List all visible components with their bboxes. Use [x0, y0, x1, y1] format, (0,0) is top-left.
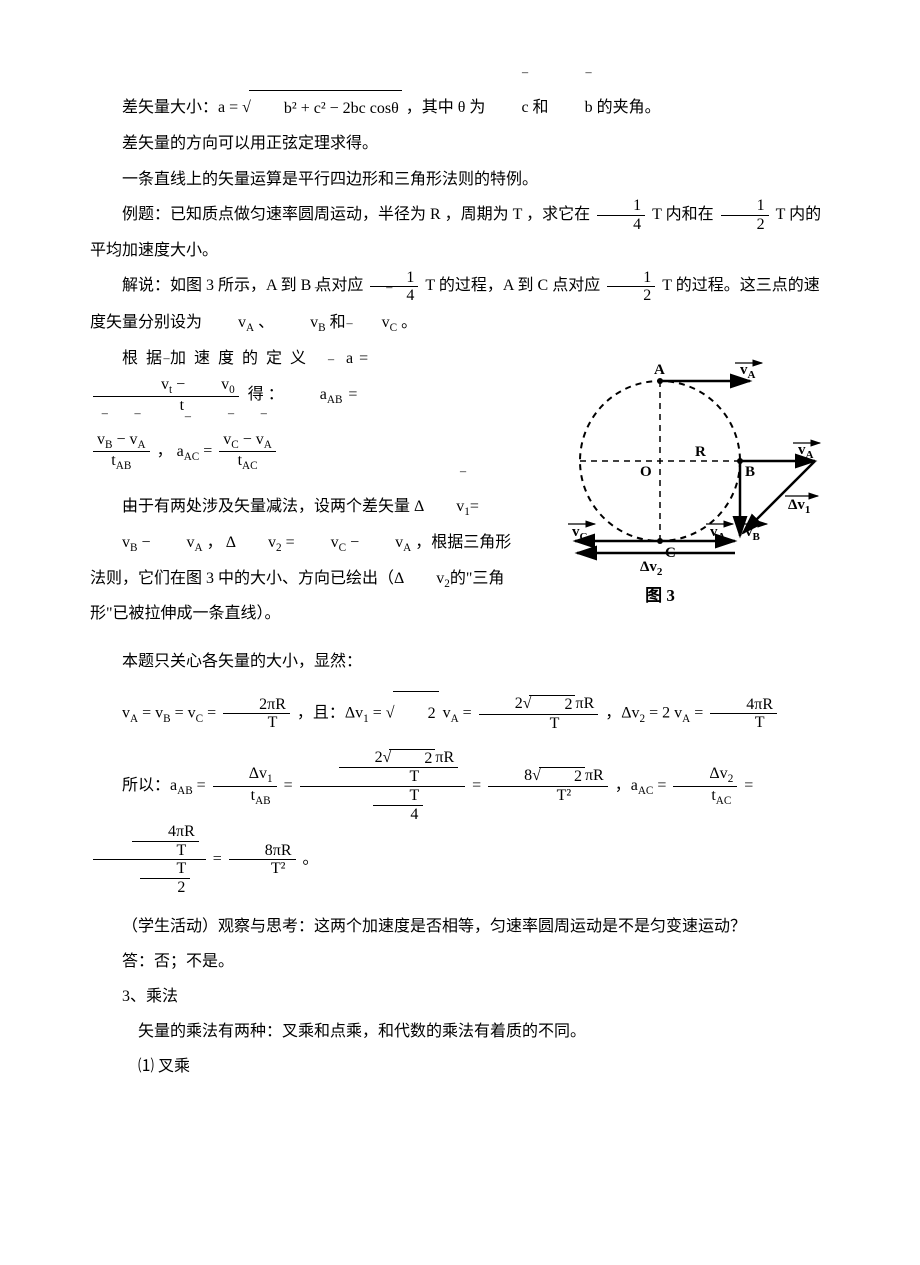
para-magnitudes: 本题只关心各矢量的大小，显然： [90, 644, 830, 679]
svg-text:vA: vA [740, 362, 756, 381]
text: 。 [401, 314, 417, 331]
eq-speeds: vA = vB = vC = 2πRT ，且：Δv1 = √2 vA = 2√2… [90, 691, 830, 737]
text: T 内和在 [652, 206, 714, 223]
text: 差矢量大小：a = [122, 99, 242, 116]
text: 例题：已知质点做匀速率圆周运动，半径为 R ，周期为 T ，求它在 [122, 206, 590, 223]
frac-aAC: vC − vA tAC [219, 431, 276, 473]
svg-text:O: O [640, 464, 652, 480]
text: = [359, 350, 368, 367]
para-activity: （学生活动）观察与思考：这两个加速度是否相等，匀速率圆周运动是不是匀变速运动？ [90, 909, 830, 944]
frac-aAB: vB − vA tAB [93, 431, 150, 473]
para-vector-diff-mag: 差矢量大小：a = √b² + c² − 2bc cosθ ，其中 θ 为 c … [90, 90, 830, 126]
frac-1-4: 14 [597, 197, 645, 233]
svg-text:vC: vC [572, 524, 588, 543]
svg-text:R: R [695, 444, 706, 460]
text: 根 据 加 速 度 的 定 义 [122, 350, 314, 367]
text: ，其中 θ 为 [406, 99, 486, 116]
para-cross: ⑴ 叉乘 [90, 1049, 830, 1084]
frac-1-2: 12 [721, 197, 769, 233]
text: T 的过程，A 到 C 点对应 [425, 277, 600, 294]
frac-a-def: vt − v0 t [93, 376, 239, 415]
vec-c: c [489, 90, 528, 125]
svg-text:vB: vB [745, 524, 761, 543]
svg-text:B: B [745, 464, 755, 480]
figure-3-svg: A B C O R vA vA vB [540, 341, 830, 631]
frac-1-2: 12 [607, 269, 655, 305]
figure-3: A B C O R vA vA vB [540, 341, 830, 644]
svg-text:Δv2: Δv2 [640, 559, 663, 578]
para-mult: 矢量的乘法有两种：叉乘和点乘，和代数的乘法有着质的不同。 [90, 1014, 830, 1049]
eq-result: 所以：aAB = Δv1 tAB = 2√2πR T T4 = 8√2πR T²… [90, 749, 830, 897]
para-diff-vectors: 由于有两处涉及矢量减法，设两个差矢量 Δv1= vB − vA ， Δv2 = … [90, 489, 520, 632]
vec-vC: vC [350, 305, 397, 341]
text-column: 根 据 加 速 度 的 定 义 a = vt − v0 t 得 ： aAB = … [90, 341, 520, 632]
vec-vA: vA [206, 305, 254, 341]
svg-text:Δv1: Δv1 [788, 497, 810, 516]
para-direction: 差矢量的方向可以用正弦定理求得。 [90, 126, 830, 161]
vec-aAC: aAC [177, 434, 200, 470]
para-aAB-aAC: vB − vA tAB ， aAC = vC − vA tAC [90, 431, 520, 473]
text: 和 [330, 314, 346, 331]
para-answer: 答：否；不是。 [90, 944, 830, 979]
svg-text:图 3: 图 3 [645, 586, 675, 605]
svg-text:A: A [654, 362, 665, 378]
svg-text:vA: vA [798, 442, 814, 461]
text: 和 [533, 99, 549, 116]
row-with-figure: 根 据 加 速 度 的 定 义 a = vt − v0 t 得 ： aAB = … [90, 341, 830, 644]
text: 、 [258, 314, 274, 331]
vec-b: b [553, 90, 593, 125]
sqrt-body: b² + c² − 2bc cosθ [249, 90, 402, 126]
text: 的夹角。 [597, 99, 661, 116]
vec-vB: vB [278, 305, 325, 341]
para-line: 一条直线上的矢量运算是平行四边形和三角形法则的特例。 [90, 162, 830, 197]
frac-1-4: 14 [370, 269, 418, 305]
vec-aAB: aAB [288, 377, 343, 413]
para-accel-def: 根 据 加 速 度 的 定 义 a = vt − v0 t 得 ： aAB = [90, 341, 520, 415]
para-explain: 解说：如图 3 所示，A 到 B 点对应 14 T 的过程，A 到 C 点对应 … [90, 268, 830, 340]
para-section-3: 3、乘法 [90, 979, 830, 1014]
text: 得 ： [248, 386, 288, 403]
para-example: 例题：已知质点做匀速率圆周运动，半径为 R ，周期为 T ，求它在 14 T 内… [90, 197, 830, 269]
